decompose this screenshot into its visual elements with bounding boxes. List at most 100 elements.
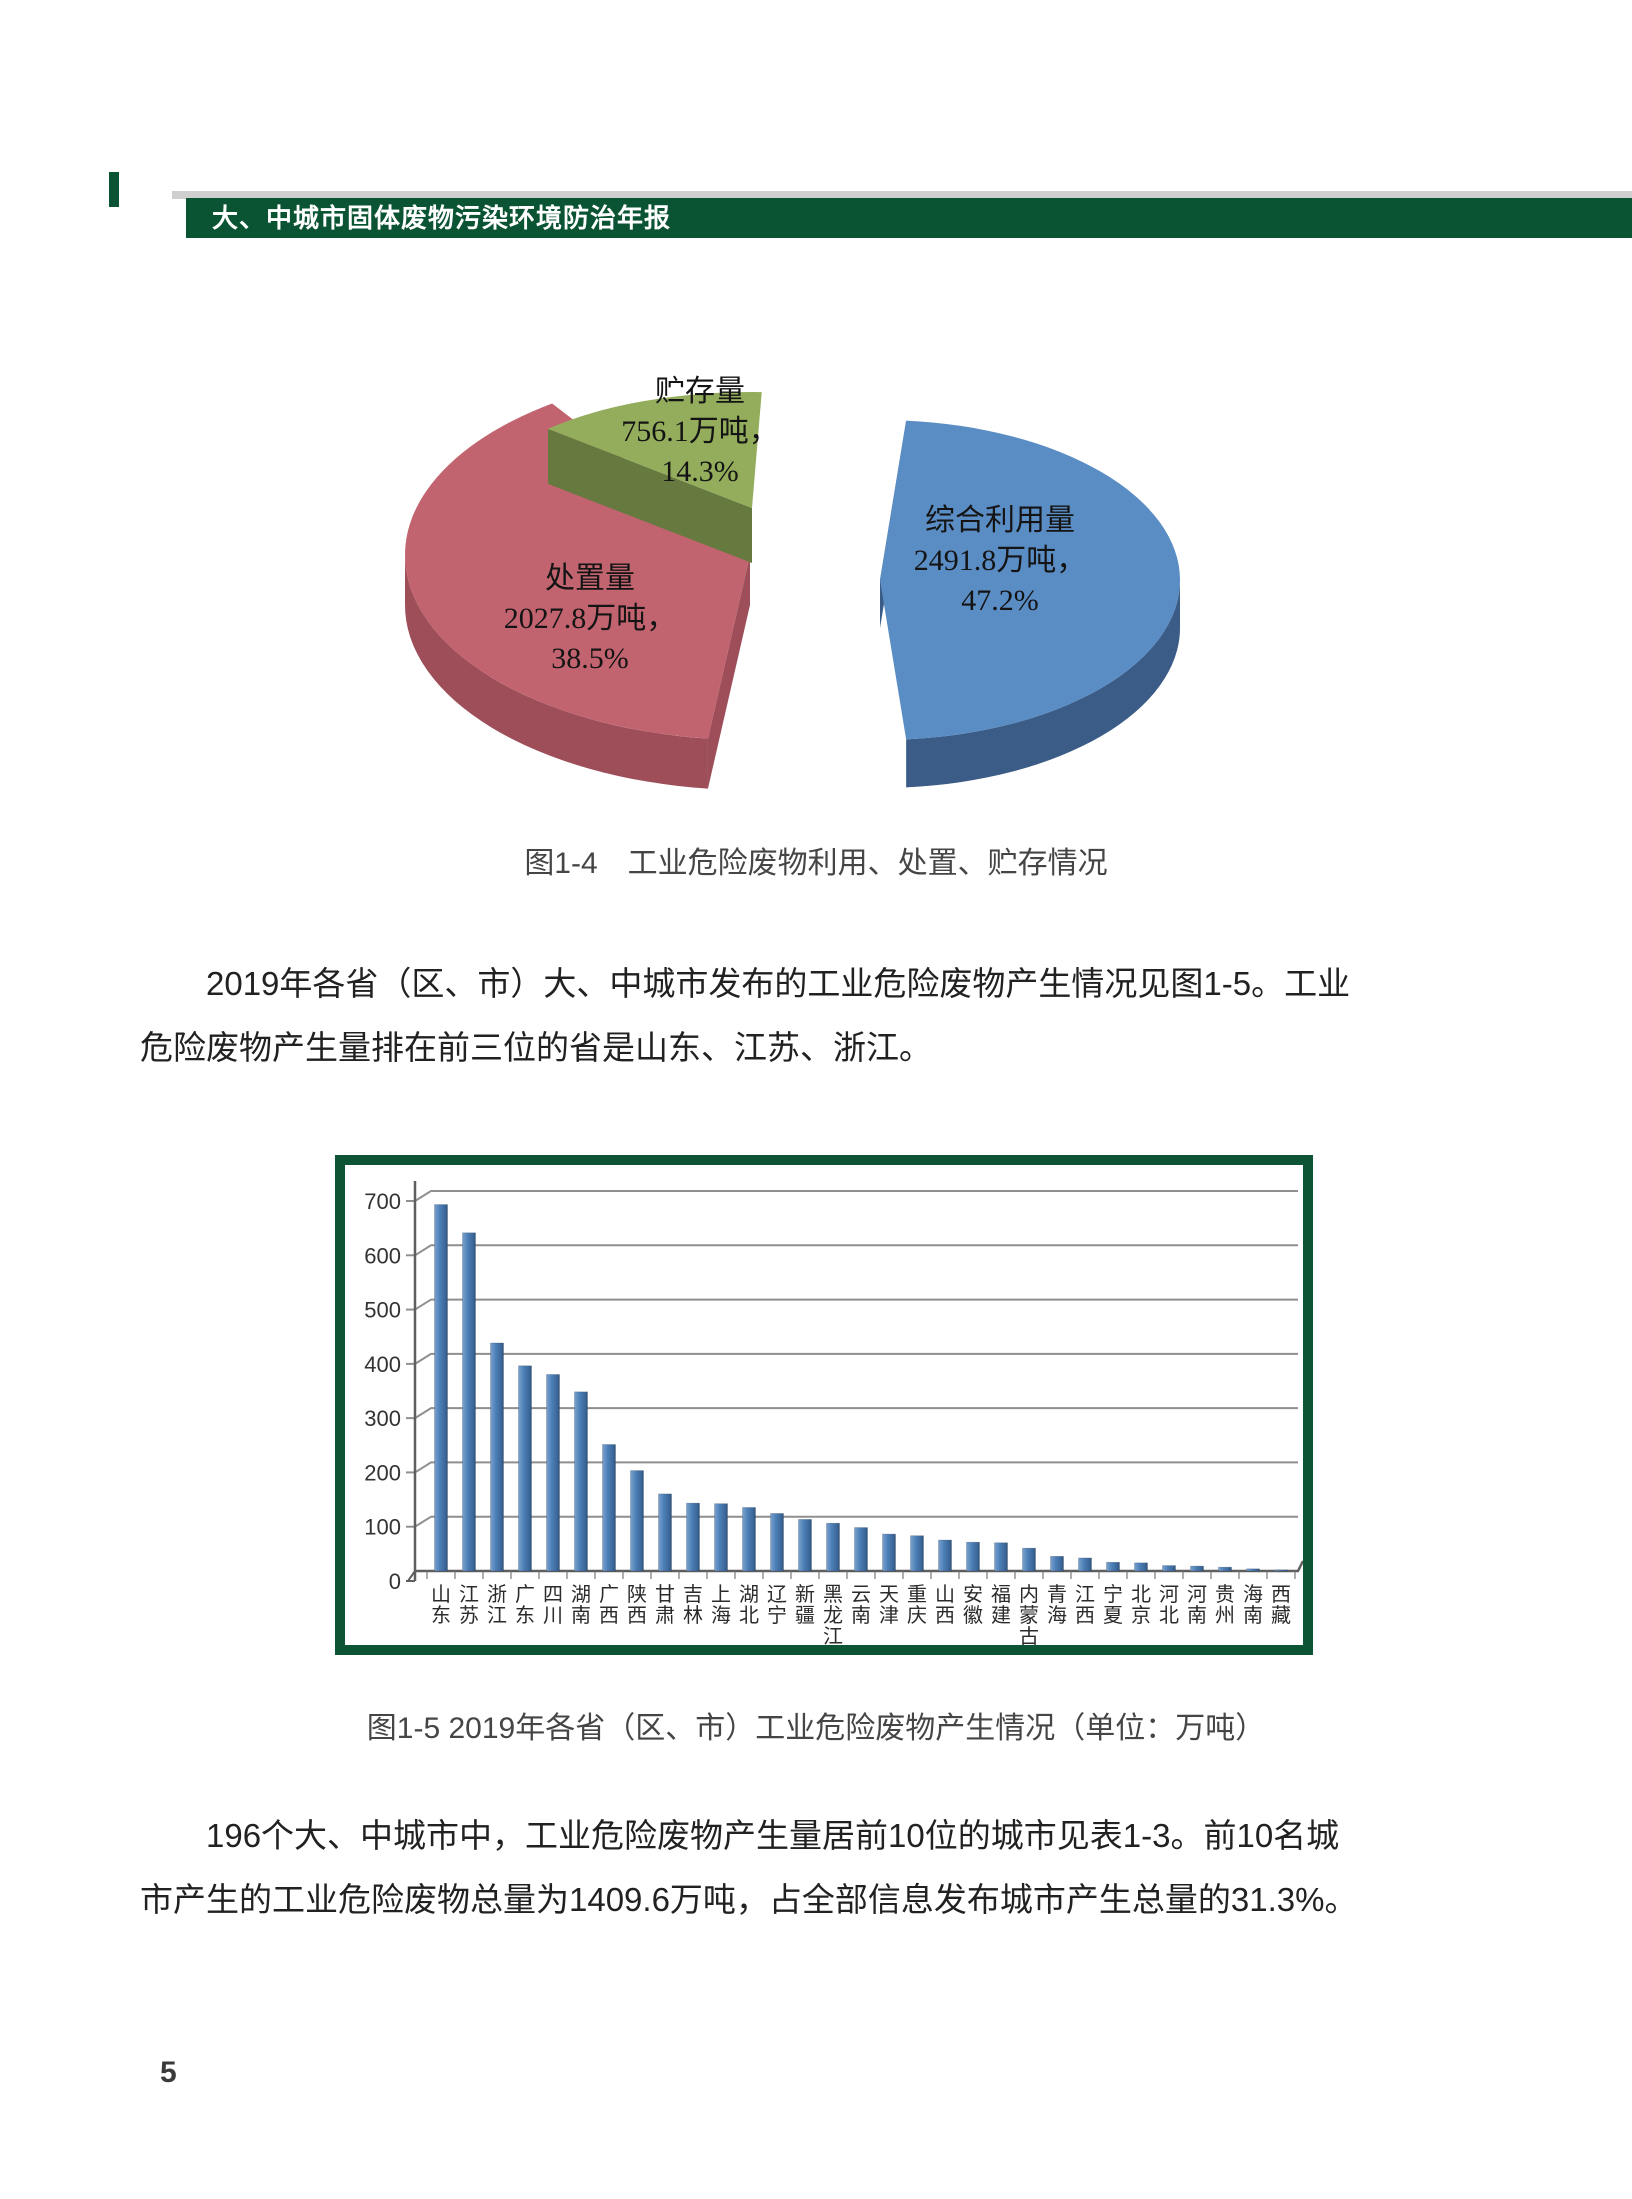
pie-label-line: 综合利用量	[925, 504, 1075, 537]
pie-slice-side-处置量	[405, 555, 708, 789]
bar-江西	[1078, 1557, 1092, 1572]
bar-贵州	[1218, 1566, 1232, 1572]
x-axis-label: 内蒙古	[1019, 1583, 1039, 1645]
bar-浙江	[490, 1342, 504, 1572]
bar-内蒙古	[1022, 1547, 1036, 1572]
pie-slice-处置量	[405, 403, 750, 739]
pie-label-line: 2491.8万吨，	[913, 544, 1087, 577]
bar-北京	[1134, 1562, 1148, 1572]
pie-label-line: 贮存量	[655, 375, 745, 408]
y-axis-label: 500	[364, 1298, 401, 1323]
paragraph-2: 196个大、中城市中，工业危险废物产生量居前10位的城市见表1-3。前10名城市…	[140, 1804, 1520, 1932]
bar-广东	[518, 1365, 532, 1572]
bar-辽宁	[770, 1513, 784, 1572]
bar-广西	[602, 1444, 616, 1572]
bar-chart: 0 100 200 300 400 500 600 700 山东江苏浙江广东四川湖南广西陕西甘肃…	[364, 1181, 1303, 1645]
y-axis-label: 300	[364, 1406, 401, 1431]
bar-重庆	[910, 1535, 924, 1572]
bar-西藏	[1274, 1569, 1288, 1572]
bar-山东	[434, 1204, 448, 1572]
bar-云南	[854, 1527, 868, 1572]
x-axis-label: 山东	[431, 1583, 451, 1627]
figure2-caption: 图1-5 2019年各省（区、市）工业危险废物产生情况（单位：万吨）	[366, 1712, 1266, 1745]
x-axis-label: 海南	[1243, 1583, 1263, 1627]
header-accent-square	[109, 172, 119, 207]
page-number: 5	[160, 2056, 177, 2089]
x-axis-label: 河北	[1159, 1583, 1179, 1627]
x-axis-label: 辽宁	[767, 1583, 787, 1627]
paragraph-line: 危险废物产生量排在前三位的省是山东、江苏、浙江。	[140, 1029, 932, 1066]
x-axis-label: 四川	[543, 1584, 563, 1627]
paragraph-line: 市产生的工业危险废物总量为1409.6万吨，占全部信息发布城市产生总量的31.3…	[140, 1881, 1358, 1918]
y-axis-label: 700	[364, 1189, 401, 1214]
header-gray-strip	[172, 191, 1632, 199]
bar-甘肃	[658, 1493, 672, 1572]
pie-label-line: 47.2%	[961, 584, 1039, 617]
x-axis-label: 湖南	[571, 1583, 591, 1627]
pie-label-综合利用量: 综合利用量 2491.8万吨， 47.2%	[830, 501, 1170, 621]
x-axis-label: 河南	[1187, 1583, 1207, 1627]
bar-四川	[546, 1374, 560, 1572]
gridline	[414, 1352, 1298, 1365]
x-axis-label: 上海	[711, 1583, 731, 1627]
pie-label-line: 756.1万吨，	[621, 415, 779, 448]
x-axis-label: 江西	[1075, 1583, 1095, 1627]
x-axis-label: 江苏	[459, 1583, 479, 1627]
pie-label-line: 2027.8万吨，	[503, 602, 677, 635]
y-axis-label: 100	[364, 1515, 401, 1540]
x-axis-label: 湖北	[739, 1583, 759, 1627]
x-axis-label: 新疆	[795, 1583, 815, 1627]
bar-吉林	[686, 1502, 700, 1572]
gridline	[414, 1298, 1298, 1311]
figure1-caption: 图1-4 工业危险废物利用、处置、贮存情况	[524, 847, 1108, 880]
x-axis-label: 福建	[991, 1583, 1011, 1627]
paragraph-line: 196个大、中城市中，工业危险废物产生量居前10位的城市见表1-3。前10名城	[206, 1817, 1340, 1854]
y-axis-label: 600	[364, 1243, 401, 1268]
bar-湖北	[742, 1507, 756, 1572]
pie-slice-side-贮存量	[547, 428, 752, 563]
paragraph-1: 2019年各省（区、市）大、中城市发布的工业危险废物产生情况见图1-5。工业危险…	[140, 952, 1520, 1080]
x-axis	[415, 1560, 1303, 1573]
paragraph-line: 2019年各省（区、市）大、中城市发布的工业危险废物产生情况见图1-5。工业	[206, 965, 1351, 1002]
bar-青海	[1050, 1556, 1064, 1572]
header-title: 大、中城市固体废物污染环境防治年报	[212, 203, 672, 233]
pie-label-line: 14.3%	[661, 455, 739, 488]
bar-山西	[938, 1539, 952, 1572]
gridline	[414, 1244, 1298, 1257]
x-axis-label: 陕西	[627, 1583, 647, 1627]
bar-天津	[882, 1533, 896, 1572]
pie-slice-贮存量	[547, 392, 762, 508]
bar-黑龙江	[826, 1522, 840, 1572]
x-axis-label: 贵州	[1215, 1583, 1235, 1627]
x-axis-label: 广东	[515, 1583, 535, 1627]
y-axis-label: 0	[389, 1569, 401, 1594]
pie-slice-side-综合利用量	[906, 580, 1180, 788]
gridline	[414, 1461, 1298, 1474]
x-axis-label: 山西	[935, 1583, 955, 1627]
x-axis-label: 广西	[599, 1583, 619, 1627]
bar-河北	[1162, 1565, 1176, 1572]
pie-slice-综合利用量	[880, 420, 1180, 740]
bar-福建	[994, 1542, 1008, 1572]
x-axis-label: 浙江	[487, 1583, 507, 1627]
bar-江苏	[462, 1232, 476, 1572]
pie-chart	[405, 392, 1180, 789]
x-axis-label: 安徽	[963, 1583, 983, 1627]
x-axis-label: 吉林	[683, 1583, 703, 1627]
bar-湖南	[574, 1391, 588, 1572]
pie-chart-figure: 综合利用量 2491.8万吨， 47.2% 处置量 2027.8万吨， 38.5% 贮存量 7…	[280, 250, 1230, 850]
x-axis-label: 宁夏	[1103, 1583, 1123, 1627]
x-axis-label: 甘肃	[655, 1583, 675, 1627]
x-axis-label: 天津	[879, 1584, 899, 1627]
bar-上海	[714, 1503, 728, 1572]
bar-河南	[1190, 1565, 1204, 1572]
x-axis-label: 北京	[1131, 1583, 1151, 1627]
pie-label-line: 处置量	[545, 562, 635, 595]
gridline	[414, 1190, 1298, 1202]
gridline	[414, 1515, 1298, 1528]
bar-chart-frame: 0 100 200 300 400 500 600 700 山东 江苏 浙江 广东 四川 湖南 广西 陕西 甘肃…	[335, 1155, 1313, 1655]
axis-corner	[407, 1570, 416, 1582]
x-axis-label: 重庆	[907, 1583, 927, 1627]
pie-label-处置量: 处置量 2027.8万吨， 38.5%	[420, 559, 760, 679]
bar-陕西	[630, 1470, 644, 1572]
